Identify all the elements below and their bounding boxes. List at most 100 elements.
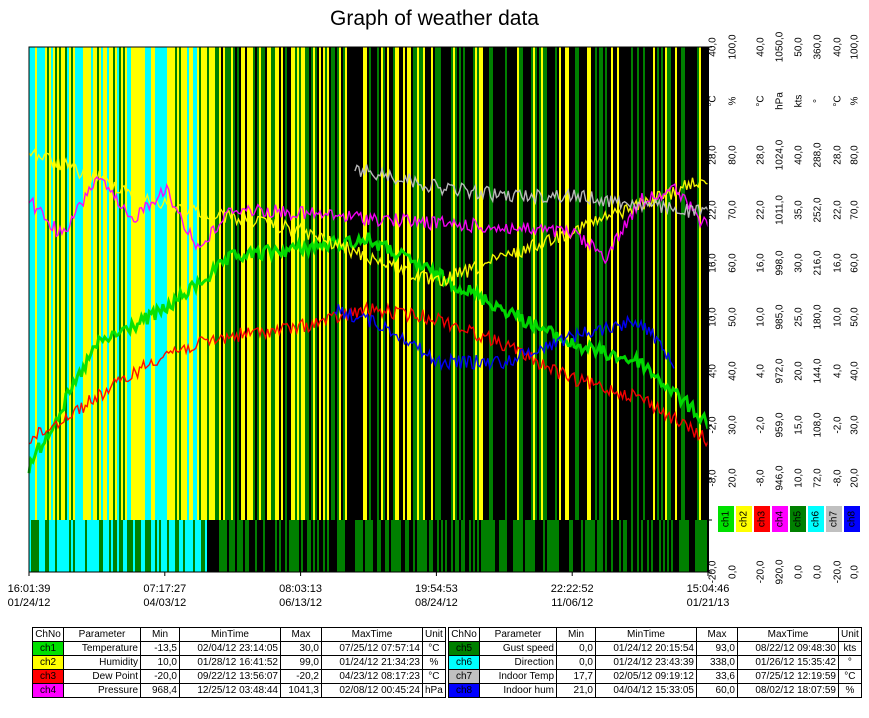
data-band	[673, 47, 675, 572]
data-band	[273, 47, 275, 572]
series-layer	[27, 148, 710, 474]
data-band	[663, 520, 665, 572]
data-band	[73, 47, 75, 572]
series-line-dew-point	[28, 301, 709, 448]
data-band	[327, 520, 329, 572]
data-band	[483, 520, 485, 572]
data-band	[97, 47, 99, 572]
data-band	[351, 520, 353, 572]
data-band	[281, 520, 283, 572]
data-band	[461, 520, 463, 572]
data-band	[499, 520, 501, 572]
data-band	[381, 47, 383, 572]
data-band	[685, 520, 687, 572]
data-band	[505, 47, 507, 572]
channel-swatch: ch5	[448, 641, 480, 656]
data-band	[177, 520, 179, 572]
data-band	[115, 520, 117, 572]
data-band	[481, 520, 483, 572]
chart-title: Graph of weather data	[330, 7, 539, 30]
data-band	[229, 520, 231, 572]
axis-tick-label: 40,0	[728, 361, 739, 381]
data-band	[609, 520, 611, 572]
data-band	[71, 520, 73, 572]
data-band	[67, 47, 69, 572]
data-band	[613, 47, 615, 572]
data-band	[417, 520, 419, 572]
data-band	[575, 520, 577, 572]
data-band	[397, 520, 399, 572]
data-band	[507, 520, 509, 572]
axis-tick-label: 72,0	[813, 468, 824, 488]
x-tick-time: 22:22:52	[551, 583, 594, 595]
axis-tick-label: 16,0	[833, 253, 844, 273]
axis-tick-label: 40,0	[833, 37, 844, 57]
col-parameter: Parameter	[63, 627, 141, 642]
data-band	[389, 520, 391, 572]
axis-tick-label: 4,0	[708, 364, 719, 378]
data-band	[269, 520, 271, 572]
data-band	[565, 47, 567, 572]
data-band	[515, 47, 517, 572]
data-band	[677, 520, 679, 572]
data-band	[549, 520, 551, 572]
data-band	[517, 520, 519, 572]
axis-tick-label: 22,0	[708, 200, 719, 220]
mintime-cell: 12/25/12 03:48:44	[179, 683, 281, 698]
data-band	[211, 520, 213, 572]
data-band	[205, 47, 207, 572]
data-band	[621, 520, 623, 572]
channel-tag-ch6	[808, 506, 824, 532]
data-band	[83, 520, 85, 572]
data-band	[439, 520, 441, 572]
data-band	[589, 47, 591, 572]
x-tick-date: 06/13/12	[279, 597, 322, 609]
data-band	[201, 520, 203, 572]
data-band	[659, 47, 661, 572]
data-band	[659, 520, 661, 572]
data-band	[547, 520, 549, 572]
data-band	[291, 520, 293, 572]
data-band	[645, 47, 647, 572]
data-band	[615, 47, 617, 572]
min-cell: 10,0	[140, 655, 180, 670]
mintime-cell: 04/04/12 15:33:05	[595, 683, 697, 698]
data-band	[357, 520, 359, 572]
channel-swatch: ch3	[32, 669, 64, 684]
data-band	[653, 520, 655, 572]
data-band	[261, 47, 263, 572]
data-band	[431, 47, 433, 572]
data-band	[523, 520, 525, 572]
table-header-row: ChNo Parameter Min MinTime Max MaxTime U…	[448, 627, 862, 642]
data-band	[551, 47, 553, 572]
data-band	[569, 47, 571, 572]
data-band	[317, 520, 319, 572]
axis-tick-label: 0,0	[728, 565, 739, 579]
data-band	[521, 520, 523, 572]
maxtime-cell: 01/24/12 21:34:23	[321, 655, 423, 670]
data-band	[149, 520, 151, 572]
plot-background-bands	[29, 47, 709, 572]
data-band	[313, 520, 315, 572]
data-band	[491, 520, 493, 572]
axis-tick-label: 1050,0	[775, 31, 786, 62]
axis-tick-label: 959,0	[775, 412, 786, 437]
axis-tick-label: 985,0	[775, 304, 786, 329]
data-band	[559, 520, 561, 572]
data-band	[91, 47, 93, 572]
data-band	[383, 47, 385, 572]
data-band	[465, 47, 467, 572]
data-band	[653, 47, 655, 572]
data-band	[221, 520, 223, 572]
data-band	[265, 47, 267, 572]
col-unit: Unit	[838, 627, 862, 642]
data-band	[577, 47, 579, 572]
data-band	[523, 47, 525, 572]
data-band	[353, 520, 355, 572]
series-line-indoor-hum	[334, 304, 675, 372]
data-band	[327, 47, 329, 572]
data-band	[575, 47, 577, 572]
data-band	[483, 47, 485, 572]
data-band	[113, 520, 115, 572]
maxtime-cell: 04/23/12 08:17:23	[321, 669, 423, 684]
